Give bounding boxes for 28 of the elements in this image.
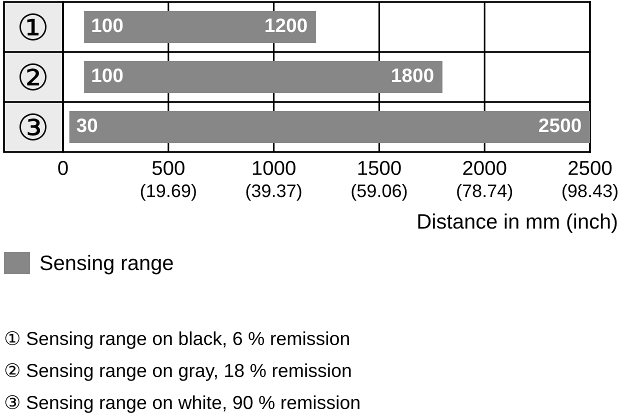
x2-tick-label: (98.43) (562, 184, 618, 201)
x-tick-label: 500 (152, 160, 184, 176)
y-tick-label: ③ (19, 113, 47, 140)
y-tick-label: ② (19, 63, 47, 90)
text: ① Sensing range on black, 6 % remission (5, 331, 349, 349)
x-tick-label: 1000 (252, 160, 296, 176)
x2-tick-label: (39.37) (246, 184, 302, 201)
x-tick-label: 2500 (568, 160, 612, 176)
text: ② Sensing range on gray, 18 % remission (5, 363, 351, 381)
annotation: 100 (92, 68, 123, 82)
x-tick-label: 1500 (358, 160, 401, 176)
annotation: 1800 (392, 68, 434, 82)
x-tick-label: 2000 (463, 160, 506, 176)
annotation: 1200 (266, 18, 307, 32)
bar (84, 61, 442, 93)
text: ③ Sensing range on white, 90 % remission (5, 395, 360, 413)
x-tick-label: 0 (58, 160, 68, 176)
x2-tick-label: (78.74) (457, 184, 512, 201)
x2-tick-label: (59.06) (352, 184, 407, 201)
x-axis-title: Distance in mm (inch) (418, 214, 617, 233)
bar (69, 111, 590, 143)
y-tick-label: ① (19, 13, 47, 40)
annotation: 2500 (539, 118, 581, 132)
x2-tick-label: (19.69) (140, 184, 196, 201)
bar (84, 11, 316, 43)
annotation: 30 (76, 118, 98, 132)
annotation: 100 (92, 18, 123, 32)
legend-label: Sensing range (40, 254, 173, 274)
